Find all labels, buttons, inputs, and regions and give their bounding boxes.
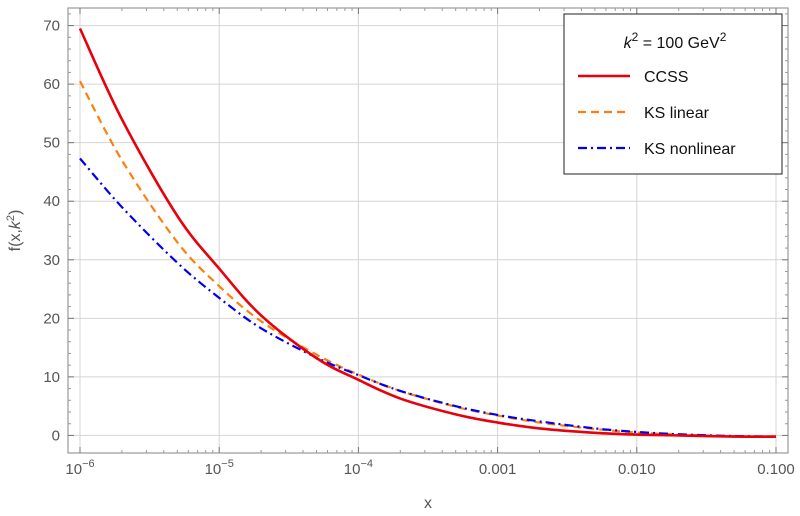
ticks: 10−6 10−5 10−4 0.001 0.010 0.100 0 10 20 30 40 50 60… — [43, 8, 795, 478]
x-axis-label: x — [424, 495, 432, 512]
y-tick-label: 50 — [43, 135, 60, 152]
x-tick-label: 10−5 — [205, 458, 234, 478]
x-tick-label: 0.100 — [757, 461, 795, 478]
y-tick-label: 20 — [43, 310, 60, 327]
legend-items: CCSS KS linear KS nonlinear — [578, 69, 736, 158]
x-tick-label: 10−6 — [65, 458, 94, 478]
y-tick-label: 0 — [52, 427, 60, 444]
legend-label-ccss: CCSS — [644, 69, 688, 86]
legend: k2 = 100 GeV2 CCSS KS linear KS nonlinear — [563, 13, 783, 175]
plot-frame — [67, 7, 789, 454]
series-line-ks-nonlinear — [79, 157, 777, 438]
legend-label-ks-linear: KS linear — [644, 105, 710, 122]
series-group — [78, 27, 777, 438]
y-tick-label: 70 — [43, 18, 60, 35]
legend-title: k2 = 100 GeV2 — [624, 30, 727, 52]
y-tick-label: 30 — [43, 252, 60, 269]
x-tick-label: 0.010 — [618, 461, 656, 478]
y-tick-label: 40 — [43, 193, 60, 210]
legend-label-ks-nonlinear: KS nonlinear — [644, 141, 736, 158]
legend-box — [563, 13, 783, 175]
y-tick-label: 10 — [43, 369, 60, 386]
series-line-ccss — [78, 27, 777, 438]
x-tick-label: 0.001 — [479, 461, 517, 478]
x-tick-label: 10−4 — [344, 458, 373, 478]
y-tick-label: 60 — [43, 76, 60, 93]
y-axis-label: f(x,k2) — [5, 210, 24, 252]
